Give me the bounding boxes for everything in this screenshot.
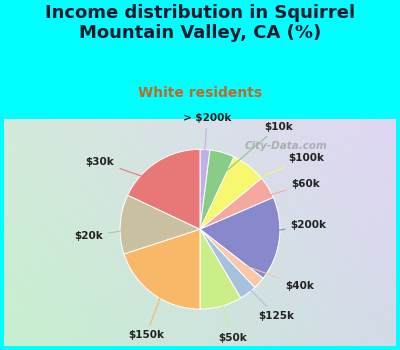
- Text: City-Data.com: City-Data.com: [245, 141, 328, 151]
- Text: > $200k: > $200k: [183, 113, 231, 177]
- Wedge shape: [200, 149, 210, 229]
- Text: $150k: $150k: [128, 272, 170, 340]
- Wedge shape: [200, 229, 255, 298]
- Wedge shape: [128, 149, 200, 229]
- Text: $125k: $125k: [232, 271, 294, 321]
- Wedge shape: [200, 197, 280, 278]
- Wedge shape: [200, 229, 263, 287]
- Text: $200k: $200k: [252, 220, 326, 235]
- Text: $60k: $60k: [245, 179, 320, 203]
- Wedge shape: [124, 229, 200, 309]
- Wedge shape: [120, 195, 200, 254]
- Wedge shape: [200, 229, 241, 309]
- Text: $30k: $30k: [86, 156, 171, 187]
- Text: Income distribution in Squirrel
Mountain Valley, CA (%): Income distribution in Squirrel Mountain…: [45, 4, 355, 42]
- Text: White residents: White residents: [138, 86, 262, 100]
- Wedge shape: [200, 150, 234, 229]
- Text: $100k: $100k: [233, 153, 324, 189]
- Text: $50k: $50k: [214, 280, 247, 343]
- Wedge shape: [200, 157, 262, 229]
- Text: $20k: $20k: [74, 226, 148, 241]
- Text: $40k: $40k: [239, 264, 314, 291]
- Wedge shape: [200, 178, 273, 229]
- Text: $10k: $10k: [216, 122, 292, 180]
